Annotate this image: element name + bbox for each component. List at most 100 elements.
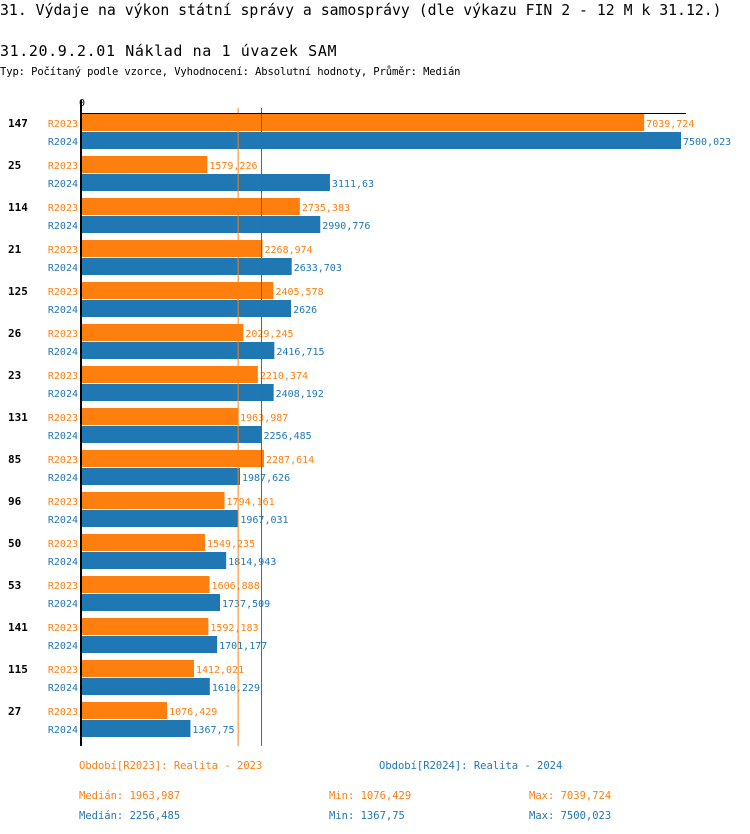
- legend-r2023: Období[R2023]: Realita - 2023: [79, 760, 263, 772]
- bar: [81, 366, 258, 383]
- series-label: R2024: [48, 641, 78, 652]
- stat-min-r2023: Min: 1076,429: [329, 790, 412, 802]
- series-label: R2024: [48, 347, 78, 358]
- series-label: R2024: [48, 221, 78, 232]
- bar: [81, 324, 244, 341]
- data-label: 1967,031: [240, 515, 288, 526]
- data-label: 1592,183: [210, 623, 258, 634]
- series-label: R2024: [48, 725, 78, 736]
- bar: [81, 198, 300, 215]
- category-label: 27: [8, 705, 21, 718]
- bar: [81, 342, 275, 359]
- stat-max-r2023: Max: 7039,724: [529, 790, 612, 802]
- series-label: R2023: [48, 497, 78, 508]
- category-label: 115: [8, 663, 28, 676]
- bar: [81, 594, 221, 611]
- bar: [81, 678, 210, 695]
- data-label: 2268,974: [265, 245, 313, 256]
- bar: [81, 240, 263, 257]
- data-label: 7500,023: [683, 137, 731, 148]
- chart-title: 31.20.9.2.01 Náklad na 1 úvazek SAM: [0, 42, 338, 60]
- bar: [81, 258, 292, 275]
- category-label: 25: [8, 159, 21, 172]
- bar: [81, 450, 265, 467]
- series-label: R2023: [48, 623, 78, 634]
- data-label: 2256,485: [264, 431, 312, 442]
- bar: [81, 300, 292, 317]
- series-label: R2023: [48, 581, 78, 592]
- series-label: R2023: [48, 203, 78, 214]
- data-label: 1367,75: [192, 725, 234, 736]
- category-label: 85: [8, 453, 21, 466]
- series-label: R2024: [48, 599, 78, 610]
- series-label: R2023: [48, 413, 78, 424]
- category-label: 50: [8, 537, 21, 550]
- data-label: 1814,943: [228, 557, 276, 568]
- series-label: R2024: [48, 431, 78, 442]
- bar: [81, 114, 645, 131]
- bar: [81, 636, 218, 653]
- bar: [81, 282, 274, 299]
- category-label: 131: [8, 411, 28, 424]
- series-label: R2024: [48, 473, 78, 484]
- x-tick-label: 0: [79, 98, 85, 109]
- stat-median-r2023: Medián: 1963,987: [79, 790, 181, 802]
- data-label: 1412,021: [196, 665, 244, 676]
- category-label: 147: [8, 117, 28, 130]
- series-label: R2024: [48, 683, 78, 694]
- data-label: 2405,578: [275, 287, 323, 298]
- series-label: R2023: [48, 287, 78, 298]
- data-label: 1987,626: [242, 473, 290, 484]
- stat-max-r2024: Max: 7500,023: [529, 810, 612, 822]
- data-label: 2735,383: [302, 203, 350, 214]
- bar: [81, 156, 208, 173]
- bar: [81, 468, 241, 485]
- bar: [81, 132, 681, 149]
- series-label: R2024: [48, 137, 78, 148]
- series-label: R2024: [48, 305, 78, 316]
- data-label: 1794,161: [227, 497, 275, 508]
- series-label: R2024: [48, 515, 78, 526]
- data-label: 2210,374: [260, 371, 308, 382]
- data-label: 1737,509: [222, 599, 270, 610]
- bar: [81, 660, 194, 677]
- series-label: R2024: [48, 263, 78, 274]
- series-label: R2023: [48, 119, 78, 130]
- category-label: 96: [8, 495, 22, 508]
- data-label: 3111,63: [332, 179, 374, 190]
- category-label: 141: [8, 621, 28, 634]
- data-label: 1579,226: [209, 161, 257, 172]
- category-label: 23: [8, 369, 21, 382]
- data-label: 1963,987: [240, 413, 288, 424]
- category-label: 21: [8, 243, 22, 256]
- bar: [81, 702, 168, 719]
- legend-r2024: Období[R2024]: Realita - 2024: [379, 760, 563, 772]
- bar: [81, 534, 205, 551]
- data-label: 1610,229: [212, 683, 260, 694]
- bar: [81, 576, 210, 593]
- series-label: R2024: [48, 557, 78, 568]
- bar: [81, 408, 239, 425]
- series-label: R2023: [48, 707, 78, 718]
- series-label: R2023: [48, 539, 78, 550]
- data-label: 1701,177: [219, 641, 267, 652]
- data-label: 7039,724: [646, 119, 694, 130]
- bar: [81, 618, 209, 635]
- data-label: 2416,715: [276, 347, 324, 358]
- series-label: R2024: [48, 389, 78, 400]
- data-label: 2990,776: [322, 221, 370, 232]
- bar: [81, 216, 321, 233]
- series-label: R2023: [48, 665, 78, 676]
- category-label: 53: [8, 579, 21, 592]
- category-label: 26: [8, 327, 22, 340]
- stat-min-r2024: Min: 1367,75: [329, 810, 405, 822]
- data-label: 1549,235: [207, 539, 255, 550]
- category-label: 125: [8, 285, 28, 298]
- page-title: 31. Výdaje na výkon státní správy a samo…: [0, 2, 722, 19]
- series-label: R2023: [48, 329, 78, 340]
- bar: [81, 492, 225, 509]
- bar: [81, 720, 191, 737]
- data-label: 2029,245: [245, 329, 293, 340]
- data-label: 2633,703: [294, 263, 342, 274]
